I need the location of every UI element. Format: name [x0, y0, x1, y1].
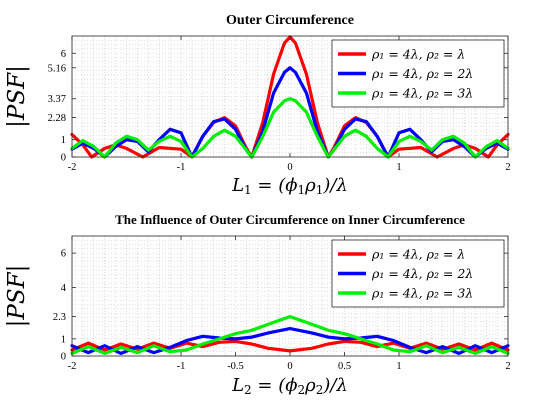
x-tick-label: 0	[287, 361, 292, 372]
series-line-2	[70, 66, 510, 159]
legend: ρ₁ = 4λ, ρ₂ = λ ρ₁ = 4λ, ρ₂ = 2λ ρ₁ = 4λ, …	[331, 239, 505, 308]
legend-label-3: ρ₁ = 4λ, ρ₂ = 3λ	[371, 286, 473, 301]
legend-label-2: ρ₁ = 4λ, ρ₂ = 2λ	[371, 266, 473, 281]
legend-label-2: ρ₁ = 4λ, ρ₂ = 2λ	[371, 66, 473, 81]
x-tick-label: -1	[177, 162, 186, 173]
y-tick-label: 4	[61, 283, 67, 294]
y-tick-label: 1	[61, 135, 66, 146]
legend-label-1: ρ₁ = 4λ, ρ₂ = λ	[371, 47, 465, 62]
x-tick-label: 0	[287, 162, 292, 173]
legend: ρ₁ = 4λ, ρ₂ = λ ρ₁ = 4λ, ρ₂ = 2λ ρ₁ = 4λ, …	[331, 39, 505, 108]
x-tick-label: 1	[396, 361, 401, 372]
y-tick-label: 1	[61, 334, 66, 345]
x-tick-label: 0.5	[338, 361, 351, 372]
chart-title: The Influence of Outer Circumference on …	[115, 212, 465, 227]
y-axis-label: |PSF|	[4, 65, 30, 128]
chart-panel-1: -2 -1 0 1 2 0 1 2.28 3.37 5.16 6 Outer Circumferenc…	[4, 13, 511, 197]
x-tick-label: -2	[68, 162, 77, 173]
y-tick-label: 2.3	[53, 312, 66, 323]
y-tick-label: 2.28	[48, 113, 66, 124]
series-line-3	[70, 315, 510, 355]
x-tick-label: 2	[505, 162, 510, 173]
x-axis-label: L1 = (ϕ1ρ1)/λ	[231, 175, 348, 197]
x-tick-label: 2	[505, 361, 510, 372]
x-tick-label: -1	[177, 361, 186, 372]
y-tick-label: 3.37	[48, 94, 66, 105]
y-tick-label: 6	[61, 249, 66, 260]
x-tick-label: 1	[396, 162, 401, 173]
y-tick-label: 6	[61, 49, 66, 60]
legend-label-3: ρ₁ = 4λ, ρ₂ = 3λ	[371, 86, 473, 101]
series-line-3	[70, 97, 510, 159]
y-tick-label: 0	[61, 352, 66, 363]
chart-title: Outer Circumference	[226, 13, 354, 28]
x-tick-label: -2	[68, 361, 77, 372]
y-axis-label: |PSF|	[4, 265, 30, 328]
x-tick-label: -0.5	[227, 361, 244, 372]
y-tick-label: 5.16	[48, 63, 66, 74]
y-tick-label: 0	[61, 153, 66, 164]
chart-panel-2: -2 -1 -0.5 0 0.5 1 2 0 1 2.3 4 6 The Influence of Ou…	[4, 212, 511, 397]
legend-label-1: ρ₁ = 4λ, ρ₂ = λ	[371, 247, 465, 262]
x-axis-label: L2 = (ϕ2ρ2)/λ	[231, 375, 348, 397]
